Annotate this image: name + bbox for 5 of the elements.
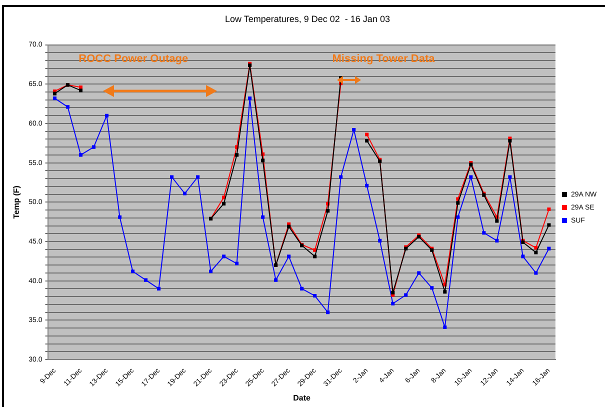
y-axis-title: Temp (F) [12,185,22,219]
x-axis-title: Date [293,393,312,402]
annotation: Missing Tower Data [332,52,436,65]
chart-title: Low Temperatures, 9 Dec 02 - 16 Jan 03 [225,14,390,24]
annotation: ROCC Power Outage [78,52,188,65]
